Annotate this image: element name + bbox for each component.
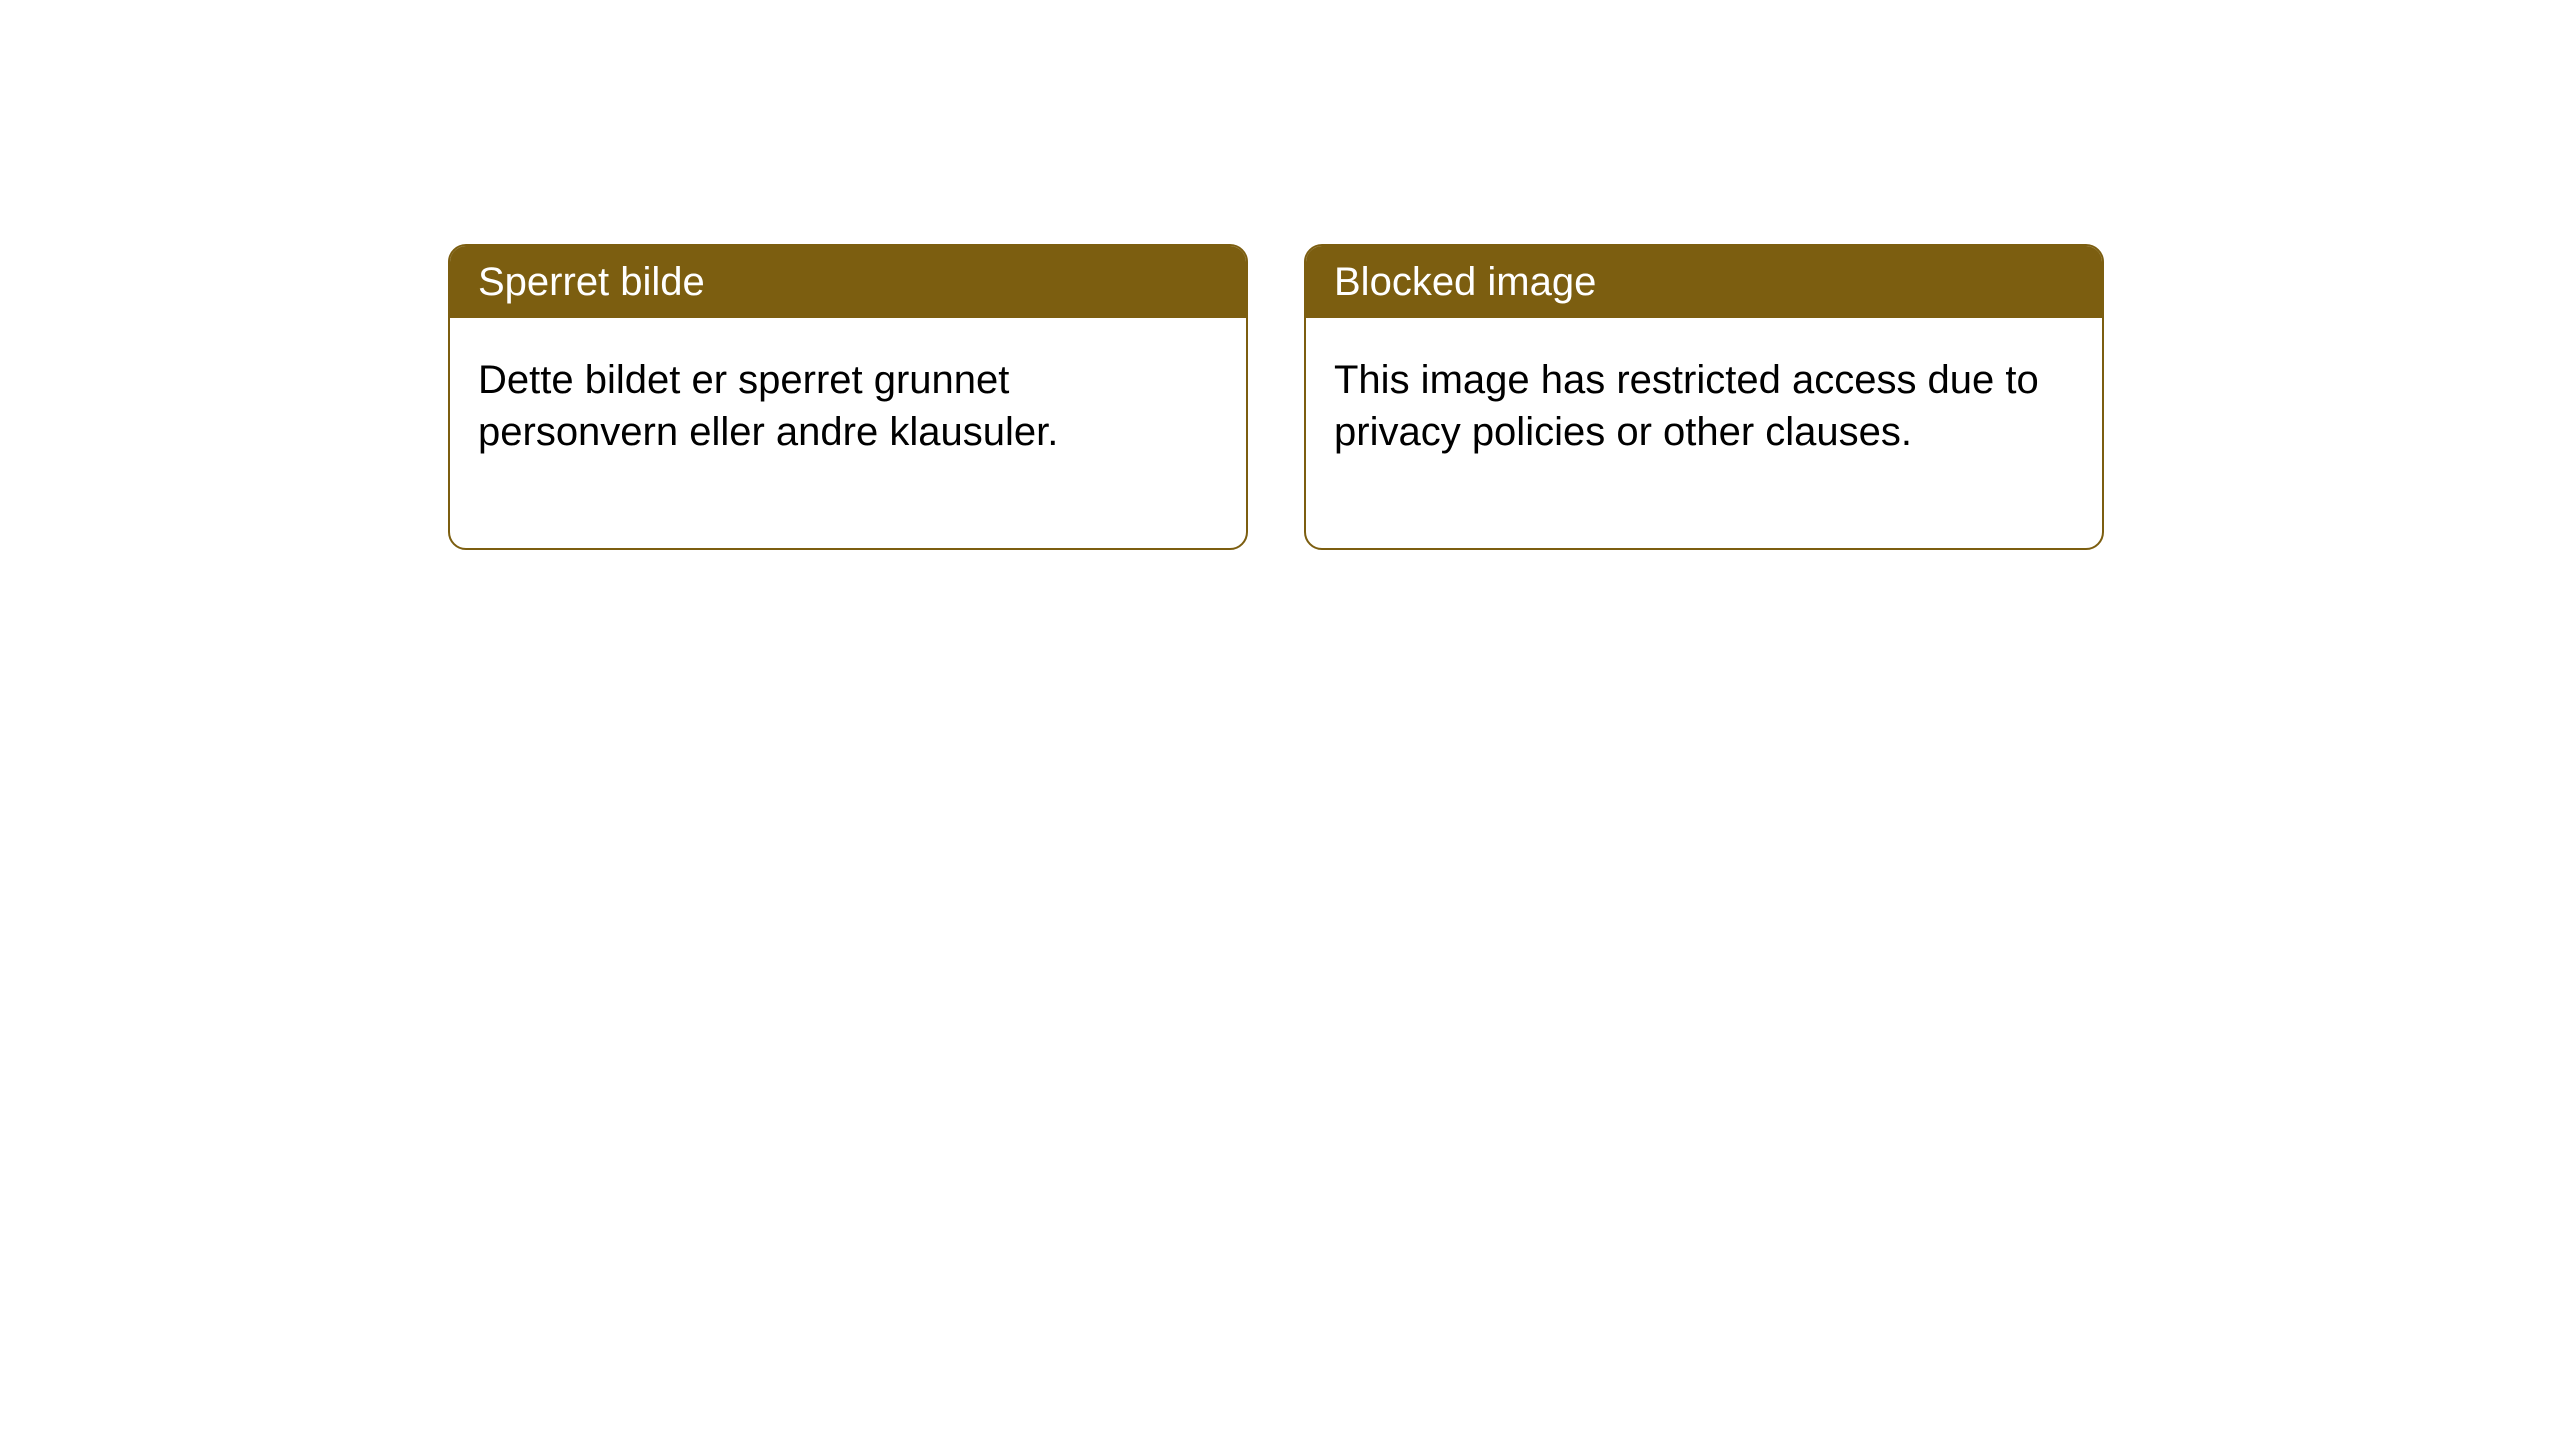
card-english: Blocked image This image has restricted …: [1304, 244, 2104, 550]
card-header: Sperret bilde: [450, 246, 1246, 318]
card-body: Dette bildet er sperret grunnet personve…: [450, 318, 1246, 548]
card-title: Blocked image: [1334, 260, 1596, 304]
card-norwegian: Sperret bilde Dette bildet er sperret gr…: [448, 244, 1248, 550]
card-title: Sperret bilde: [478, 260, 705, 304]
cards-container: Sperret bilde Dette bildet er sperret gr…: [0, 0, 2560, 550]
card-body: This image has restricted access due to …: [1306, 318, 2102, 548]
card-body-text: Dette bildet er sperret grunnet personve…: [478, 358, 1058, 454]
card-header: Blocked image: [1306, 246, 2102, 318]
card-body-text: This image has restricted access due to …: [1334, 358, 2039, 454]
